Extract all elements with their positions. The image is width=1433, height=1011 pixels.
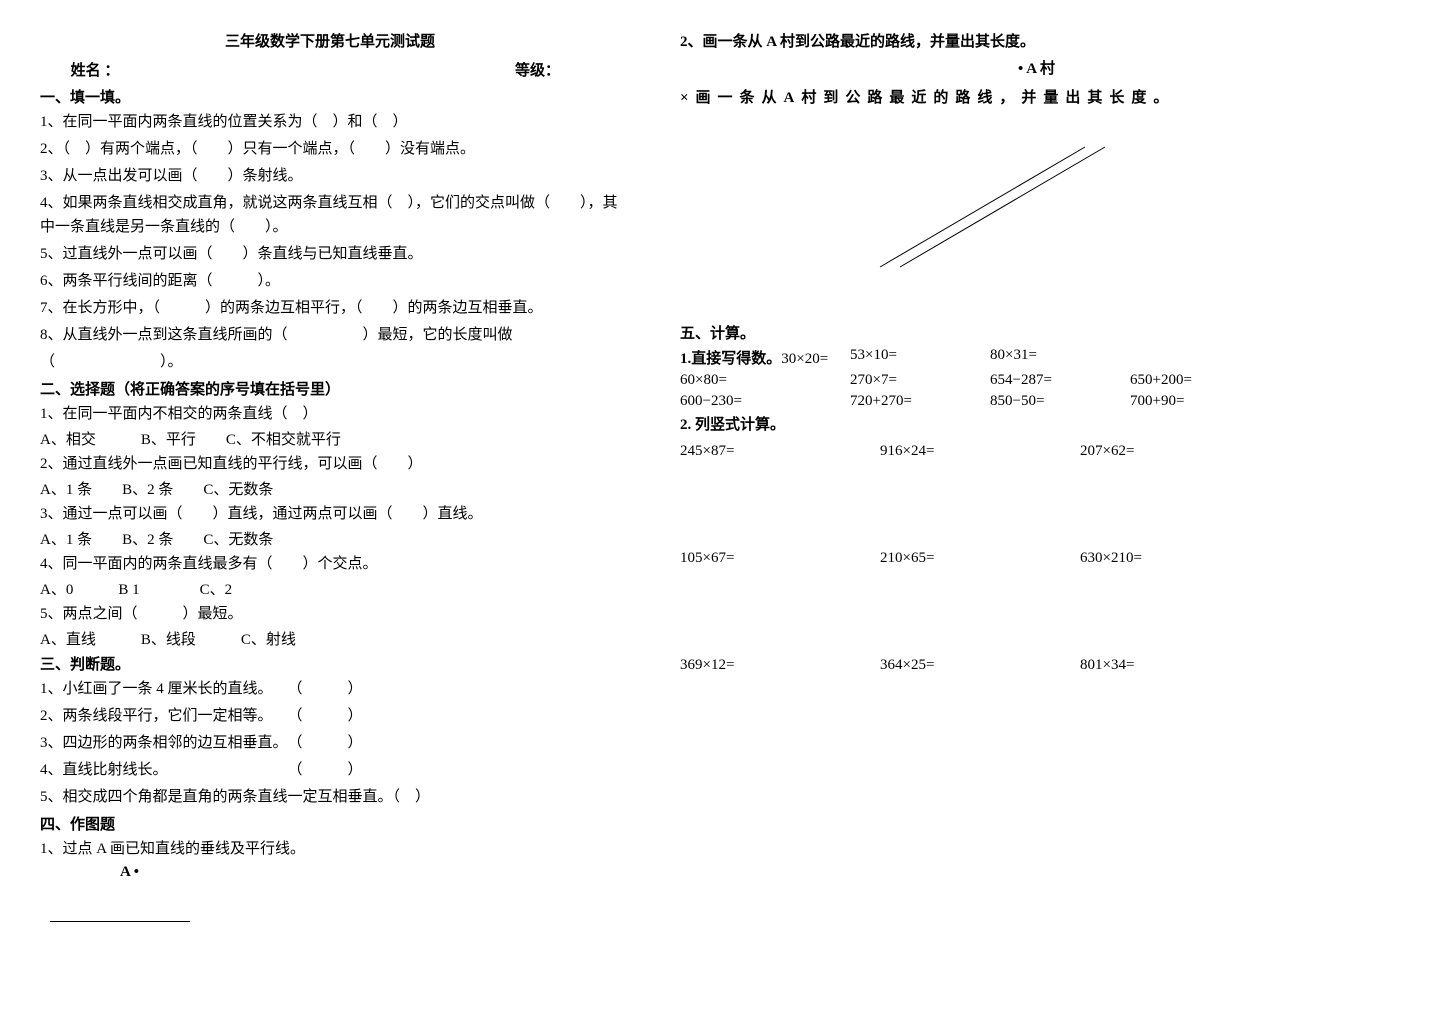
r3c3: 850−50= (990, 393, 1130, 410)
calc-sub1-label: 1.直接写得数。 (680, 351, 781, 367)
section1-head: 一、填一填。 (40, 86, 620, 107)
v3c2: 364×25= (880, 657, 1080, 674)
s2-q4-opt: A、0 B 1 C、2 (40, 578, 620, 599)
bottom-line (50, 921, 190, 922)
section4-head: 四、作图题 (40, 813, 620, 834)
s2-q5: 5、两点之间（ ）最短。 (40, 602, 620, 626)
r1c1: 30×20= (781, 351, 828, 367)
name-label: 姓名 ： (40, 59, 150, 80)
s2-q1-opt: A、相交 B、平行 C、不相交就平行 (40, 428, 620, 449)
s2-q5-opt: A、直线 B、线段 C、射线 (40, 628, 620, 649)
section2-head: 二、选择题（将正确答案的序号填在括号里） (40, 378, 620, 399)
s3-q2: 2、两条线段平行，它们一定相等。 （ ） (40, 704, 620, 728)
s3-q5: 5、相交成四个角都是直角的两条直线一定互相垂直。（ ） (40, 785, 620, 809)
v1c3: 207×62= (1080, 443, 1280, 460)
s2-q2: 2、通过直线外一点画已知直线的平行线，可以画（ ） (40, 452, 620, 476)
v1c2: 916×24= (880, 443, 1080, 460)
r2c3: 654−287= (990, 372, 1130, 389)
point-a-label: A • (120, 864, 620, 881)
v3c3: 801×34= (1080, 657, 1280, 674)
s3-q4: 4、直线比射线长。 （ ） (40, 758, 620, 782)
s3-q3: 3、四边形的两条相邻的边互相垂直。 （ ） (40, 731, 620, 755)
r3c2: 720+270= (850, 393, 990, 410)
r3c4: 700+90= (1130, 393, 1270, 410)
right-q2-title: 2、画一条从 A 村到公路最近的路线，并量出其长度。 (680, 30, 1393, 51)
v1c1: 245×87= (680, 443, 880, 460)
s2-q3-opt: A、1 条 B、2 条 C、无数条 (40, 528, 620, 549)
s1-q1: 1、在同一平面内两条直线的位置关系为（ ）和（ ） (40, 110, 620, 134)
s2-q3: 3、通过一点可以画（ ）直线，通过两点可以画（ ）直线。 (40, 502, 620, 526)
s1-q2: 2、（ ）有两个端点，（ ）只有一个端点，（ ）没有端点。 (40, 137, 620, 161)
r3c1: 600−230= (680, 393, 850, 410)
grade-label: 等级： (150, 59, 620, 80)
s3-q1: 1、小红画了一条 4 厘米长的直线。 （ ） (40, 677, 620, 701)
section3-head: 三、判断题。 (40, 653, 620, 674)
s1-q6: 6、两条平行线间的距离（ ）。 (40, 269, 620, 293)
s1-q4: 4、如果两条直线相交成直角，就说这两条直线互相（ ），它们的交点叫做（ ），其中… (40, 191, 620, 239)
v2c2: 210×65= (880, 550, 1080, 567)
r2c1: 60×80= (680, 372, 850, 389)
s2-q2-opt: A、1 条 B、2 条 C、无数条 (40, 478, 620, 499)
s1-q8b: （ ）。 (40, 350, 620, 374)
s2-q4: 4、同一平面内的两条直线最多有（ ）个交点。 (40, 552, 620, 576)
s1-q8a: 8、从直线外一点到这条直线所画的（ ）最短，它的长度叫做 (40, 323, 620, 347)
calc-sub2: 2. 列竖式计算。 (680, 413, 1393, 437)
s1-q7: 7、在长方形中，（ ）的两条边互相平行，（ ）的两条边互相垂直。 (40, 296, 620, 320)
calc-sub1: 1.直接写得数。30×20= (680, 347, 850, 368)
r1c2: 53×10= (850, 347, 990, 368)
section5-head: 五、计算。 (680, 322, 1393, 343)
r1c3: 80×31= (990, 347, 1130, 368)
s2-q1: 1、在同一平面内不相交的两条直线（ ） (40, 402, 620, 426)
r2c2: 270×7= (850, 372, 990, 389)
r2c4: 650+200= (1130, 372, 1270, 389)
cross-line-text: ×画一条从A村到公路最近的路线，并量出其长度。 (680, 86, 1393, 107)
s4-q1: 1、过点 A 画已知直线的垂线及平行线。 (40, 837, 620, 861)
v2c3: 630×210= (1080, 550, 1280, 567)
village-label: • A 村 (680, 57, 1393, 78)
doc-title: 三年级数学下册第七单元测试题 (40, 30, 620, 51)
s1-q3: 3、从一点出发可以画（ ）条射线。 (40, 164, 620, 188)
v2c1: 105×67= (680, 550, 880, 567)
road-diagram (860, 137, 1120, 277)
s1-q5: 5、过直线外一点可以画（ ）条直线与已知直线垂直。 (40, 242, 620, 266)
v3c1: 369×12= (680, 657, 880, 674)
